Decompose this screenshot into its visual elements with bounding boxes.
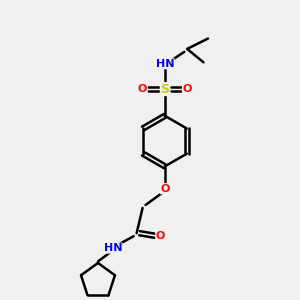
Text: O: O (182, 84, 192, 94)
Text: O: O (160, 184, 170, 194)
Text: O: O (138, 84, 147, 94)
Text: S: S (160, 82, 169, 96)
Text: HN: HN (103, 243, 122, 253)
Text: HN: HN (156, 59, 174, 69)
Text: O: O (156, 231, 165, 241)
